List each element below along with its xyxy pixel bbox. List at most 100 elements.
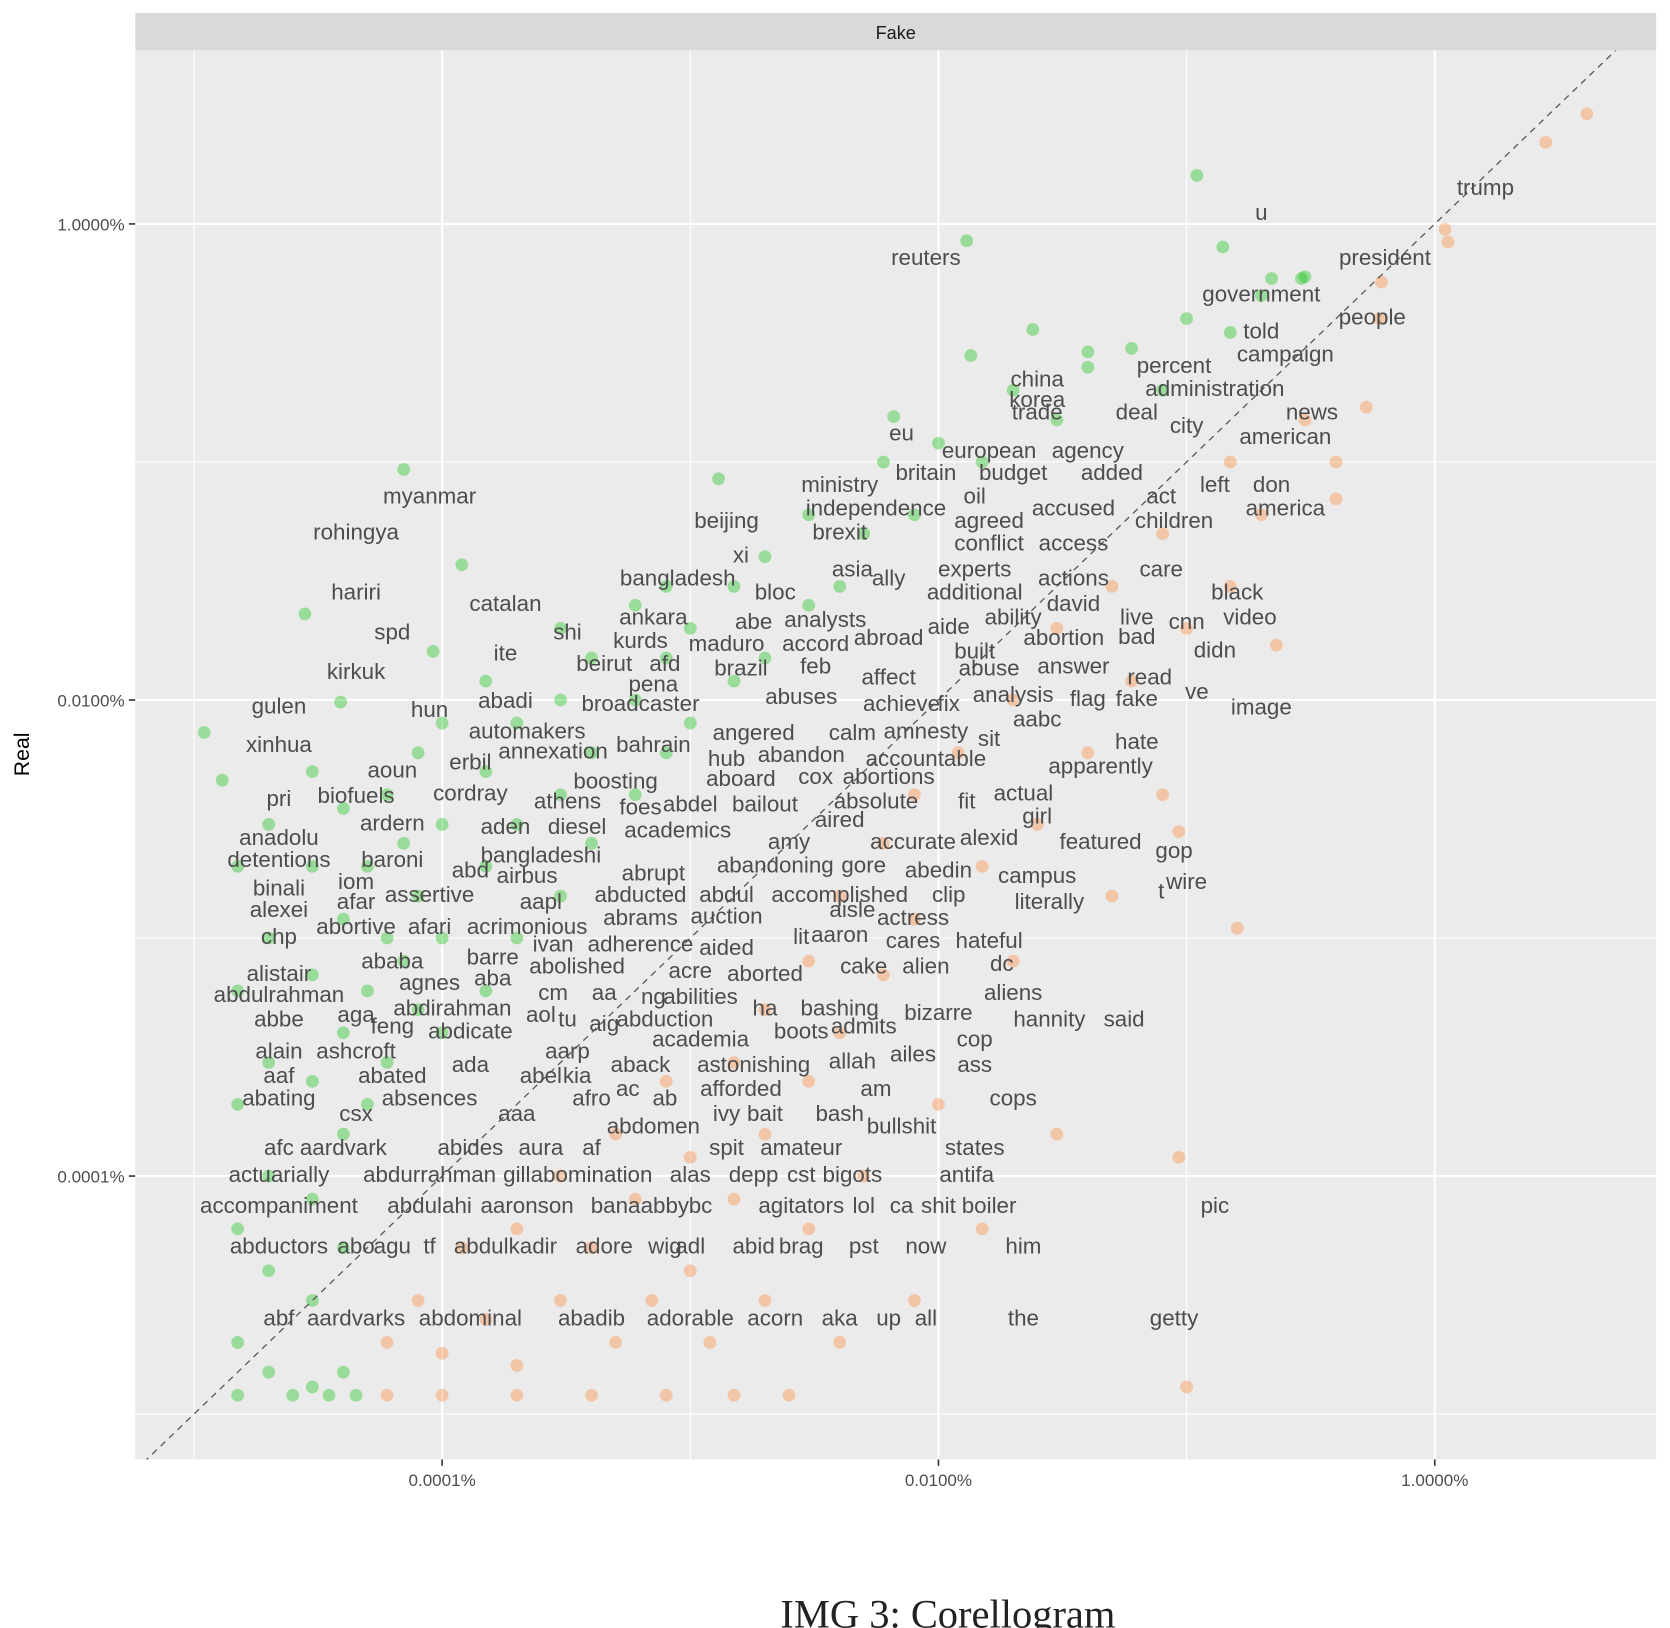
word-label: aaron — [811, 922, 868, 947]
word-label: abe — [735, 609, 772, 634]
word-label: ng — [641, 984, 666, 1009]
word-label: ab — [652, 1085, 677, 1110]
word-label: trump — [1457, 175, 1514, 200]
point — [727, 1056, 741, 1069]
word-label: getty — [1150, 1305, 1199, 1330]
word-label: afar — [337, 889, 376, 914]
word-label: kurds — [613, 628, 668, 653]
point — [1180, 1380, 1194, 1394]
point — [1190, 168, 1204, 182]
word-label: aura — [519, 1135, 564, 1160]
word-label: absolute — [834, 789, 919, 814]
point — [380, 788, 394, 802]
point — [411, 889, 425, 903]
word-label: xinhua — [246, 732, 312, 757]
word-label: abrupt — [622, 860, 686, 885]
word-label: aboard — [706, 766, 776, 791]
word-label: acre — [669, 958, 713, 983]
word-label: beirut — [576, 651, 633, 676]
point — [585, 836, 598, 850]
point — [975, 1222, 989, 1236]
word-label: assertive — [385, 882, 474, 907]
word-label: myanmar — [383, 483, 477, 508]
word-label: lol — [853, 1193, 875, 1218]
point — [833, 580, 847, 593]
word-label: deal — [1116, 399, 1158, 424]
word-label: absences — [382, 1085, 478, 1110]
word-label: abduction — [616, 1006, 713, 1031]
word-label: kia — [563, 1063, 592, 1088]
point — [1294, 272, 1308, 285]
word-label: foes — [619, 794, 661, 819]
word-label: hannity — [1013, 1006, 1086, 1031]
x-tick-label: 1.0000% — [1401, 1471, 1468, 1490]
point — [262, 818, 276, 831]
word-label: hateful — [956, 928, 1023, 953]
point — [231, 1388, 245, 1402]
word-label: featured — [1060, 829, 1142, 854]
point — [231, 984, 245, 998]
point — [554, 889, 567, 903]
point — [1329, 455, 1343, 469]
word-label: korea — [1009, 387, 1065, 412]
point — [305, 1074, 319, 1088]
word-label: european — [942, 438, 1037, 463]
point — [712, 472, 725, 486]
point — [951, 746, 965, 760]
point — [1254, 508, 1268, 522]
word-label: ha — [753, 996, 778, 1021]
word-label: clip — [932, 882, 966, 907]
point — [1050, 621, 1064, 635]
word-label: abid — [732, 1234, 774, 1259]
word-label: left — [1200, 472, 1231, 497]
point — [659, 651, 673, 665]
word-label: auction — [690, 903, 762, 928]
word-label: accountable — [866, 746, 987, 771]
y-axis-title: Real — [10, 732, 34, 776]
word-label: government — [1202, 281, 1321, 306]
point — [802, 954, 816, 968]
point — [1373, 312, 1387, 326]
point — [833, 889, 847, 903]
word-label: fake — [1116, 686, 1158, 711]
point — [782, 1388, 796, 1402]
word-label: black — [1211, 579, 1264, 604]
word-label: lit — [793, 924, 810, 949]
word-label: rohingya — [313, 520, 399, 545]
word-label: broadcaster — [581, 691, 700, 716]
word-label: spit — [709, 1135, 745, 1160]
word-label: conflict — [954, 530, 1024, 555]
point — [1223, 580, 1237, 593]
word-label: abd — [452, 858, 489, 883]
point — [1156, 383, 1169, 397]
word-label: flag — [1070, 686, 1106, 711]
word-label: depp — [729, 1162, 779, 1187]
point — [231, 859, 245, 873]
word-label: gore — [841, 852, 886, 877]
point — [479, 765, 493, 779]
word-label: ca — [890, 1193, 914, 1218]
point — [683, 621, 697, 635]
word-label: access — [1039, 530, 1109, 555]
word-label: literally — [1015, 889, 1085, 914]
word-label: bangladeshi — [481, 842, 602, 867]
word-label: apparently — [1048, 753, 1153, 778]
word-label: didn — [1194, 637, 1236, 662]
word-label: abdirahman — [393, 996, 511, 1021]
word-label: cst — [787, 1162, 816, 1187]
point — [628, 1192, 642, 1206]
word-label: maduro — [689, 631, 765, 656]
word-label: alistair — [247, 961, 312, 986]
word-label: ababa — [361, 948, 424, 973]
point — [479, 674, 493, 688]
word-label: chp — [261, 924, 297, 949]
point — [262, 1365, 276, 1379]
word-label: astonishing — [697, 1052, 810, 1077]
point — [305, 968, 319, 982]
point — [609, 1127, 622, 1141]
word-label: percent — [1137, 353, 1212, 378]
word-label: added — [1081, 460, 1143, 485]
word-label: catalan — [469, 591, 541, 616]
word-label: bahrain — [616, 732, 691, 757]
point — [975, 455, 989, 469]
